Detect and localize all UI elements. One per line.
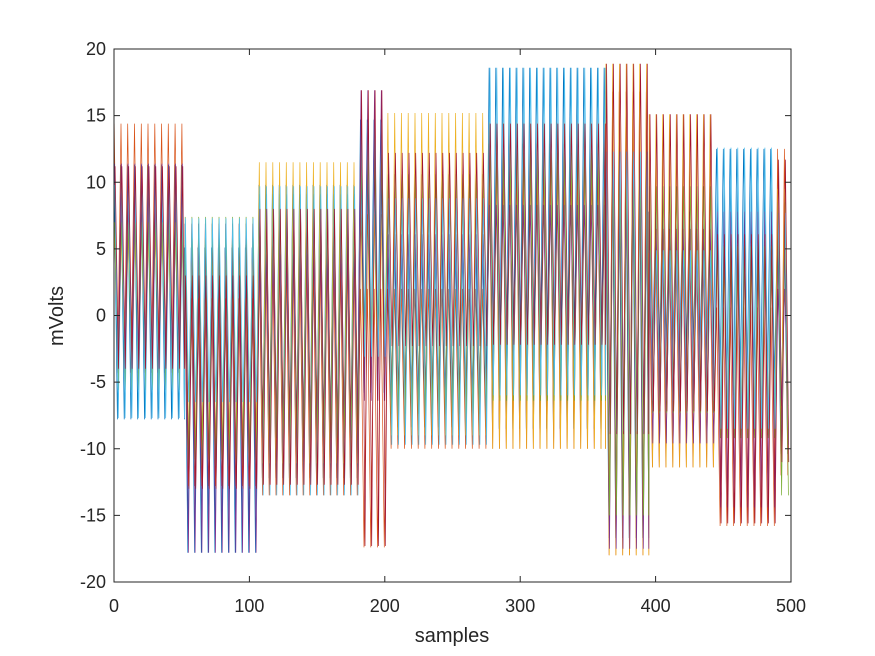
series-group xyxy=(114,63,790,556)
y-tick-label: -20 xyxy=(80,572,106,592)
y-tick-label: 0 xyxy=(96,306,106,326)
x-tick-label: 500 xyxy=(776,596,806,616)
y-tick-label: 10 xyxy=(86,172,106,192)
y-tick-label: 15 xyxy=(86,106,106,126)
y-tick-label: -10 xyxy=(80,439,106,459)
y-tick-label: -15 xyxy=(80,505,106,525)
y-tick-label: -5 xyxy=(90,372,106,392)
x-tick-label: 200 xyxy=(370,596,400,616)
x-tick-label: 0 xyxy=(109,596,119,616)
x-tick-label: 400 xyxy=(641,596,671,616)
x-tick-label: 300 xyxy=(505,596,535,616)
series-line-7 xyxy=(114,63,790,547)
ticks-group: 0 100 200 300 400 500 -20 -15 -10 -5 0 5 10 15 20 xyxy=(80,39,806,616)
y-tick-label: 5 xyxy=(96,239,106,259)
x-axis-label: samples xyxy=(415,625,489,647)
x-tick-label: 100 xyxy=(234,596,264,616)
y-axis-label: mVolts xyxy=(46,286,68,346)
y-tick-label: 20 xyxy=(86,39,106,59)
